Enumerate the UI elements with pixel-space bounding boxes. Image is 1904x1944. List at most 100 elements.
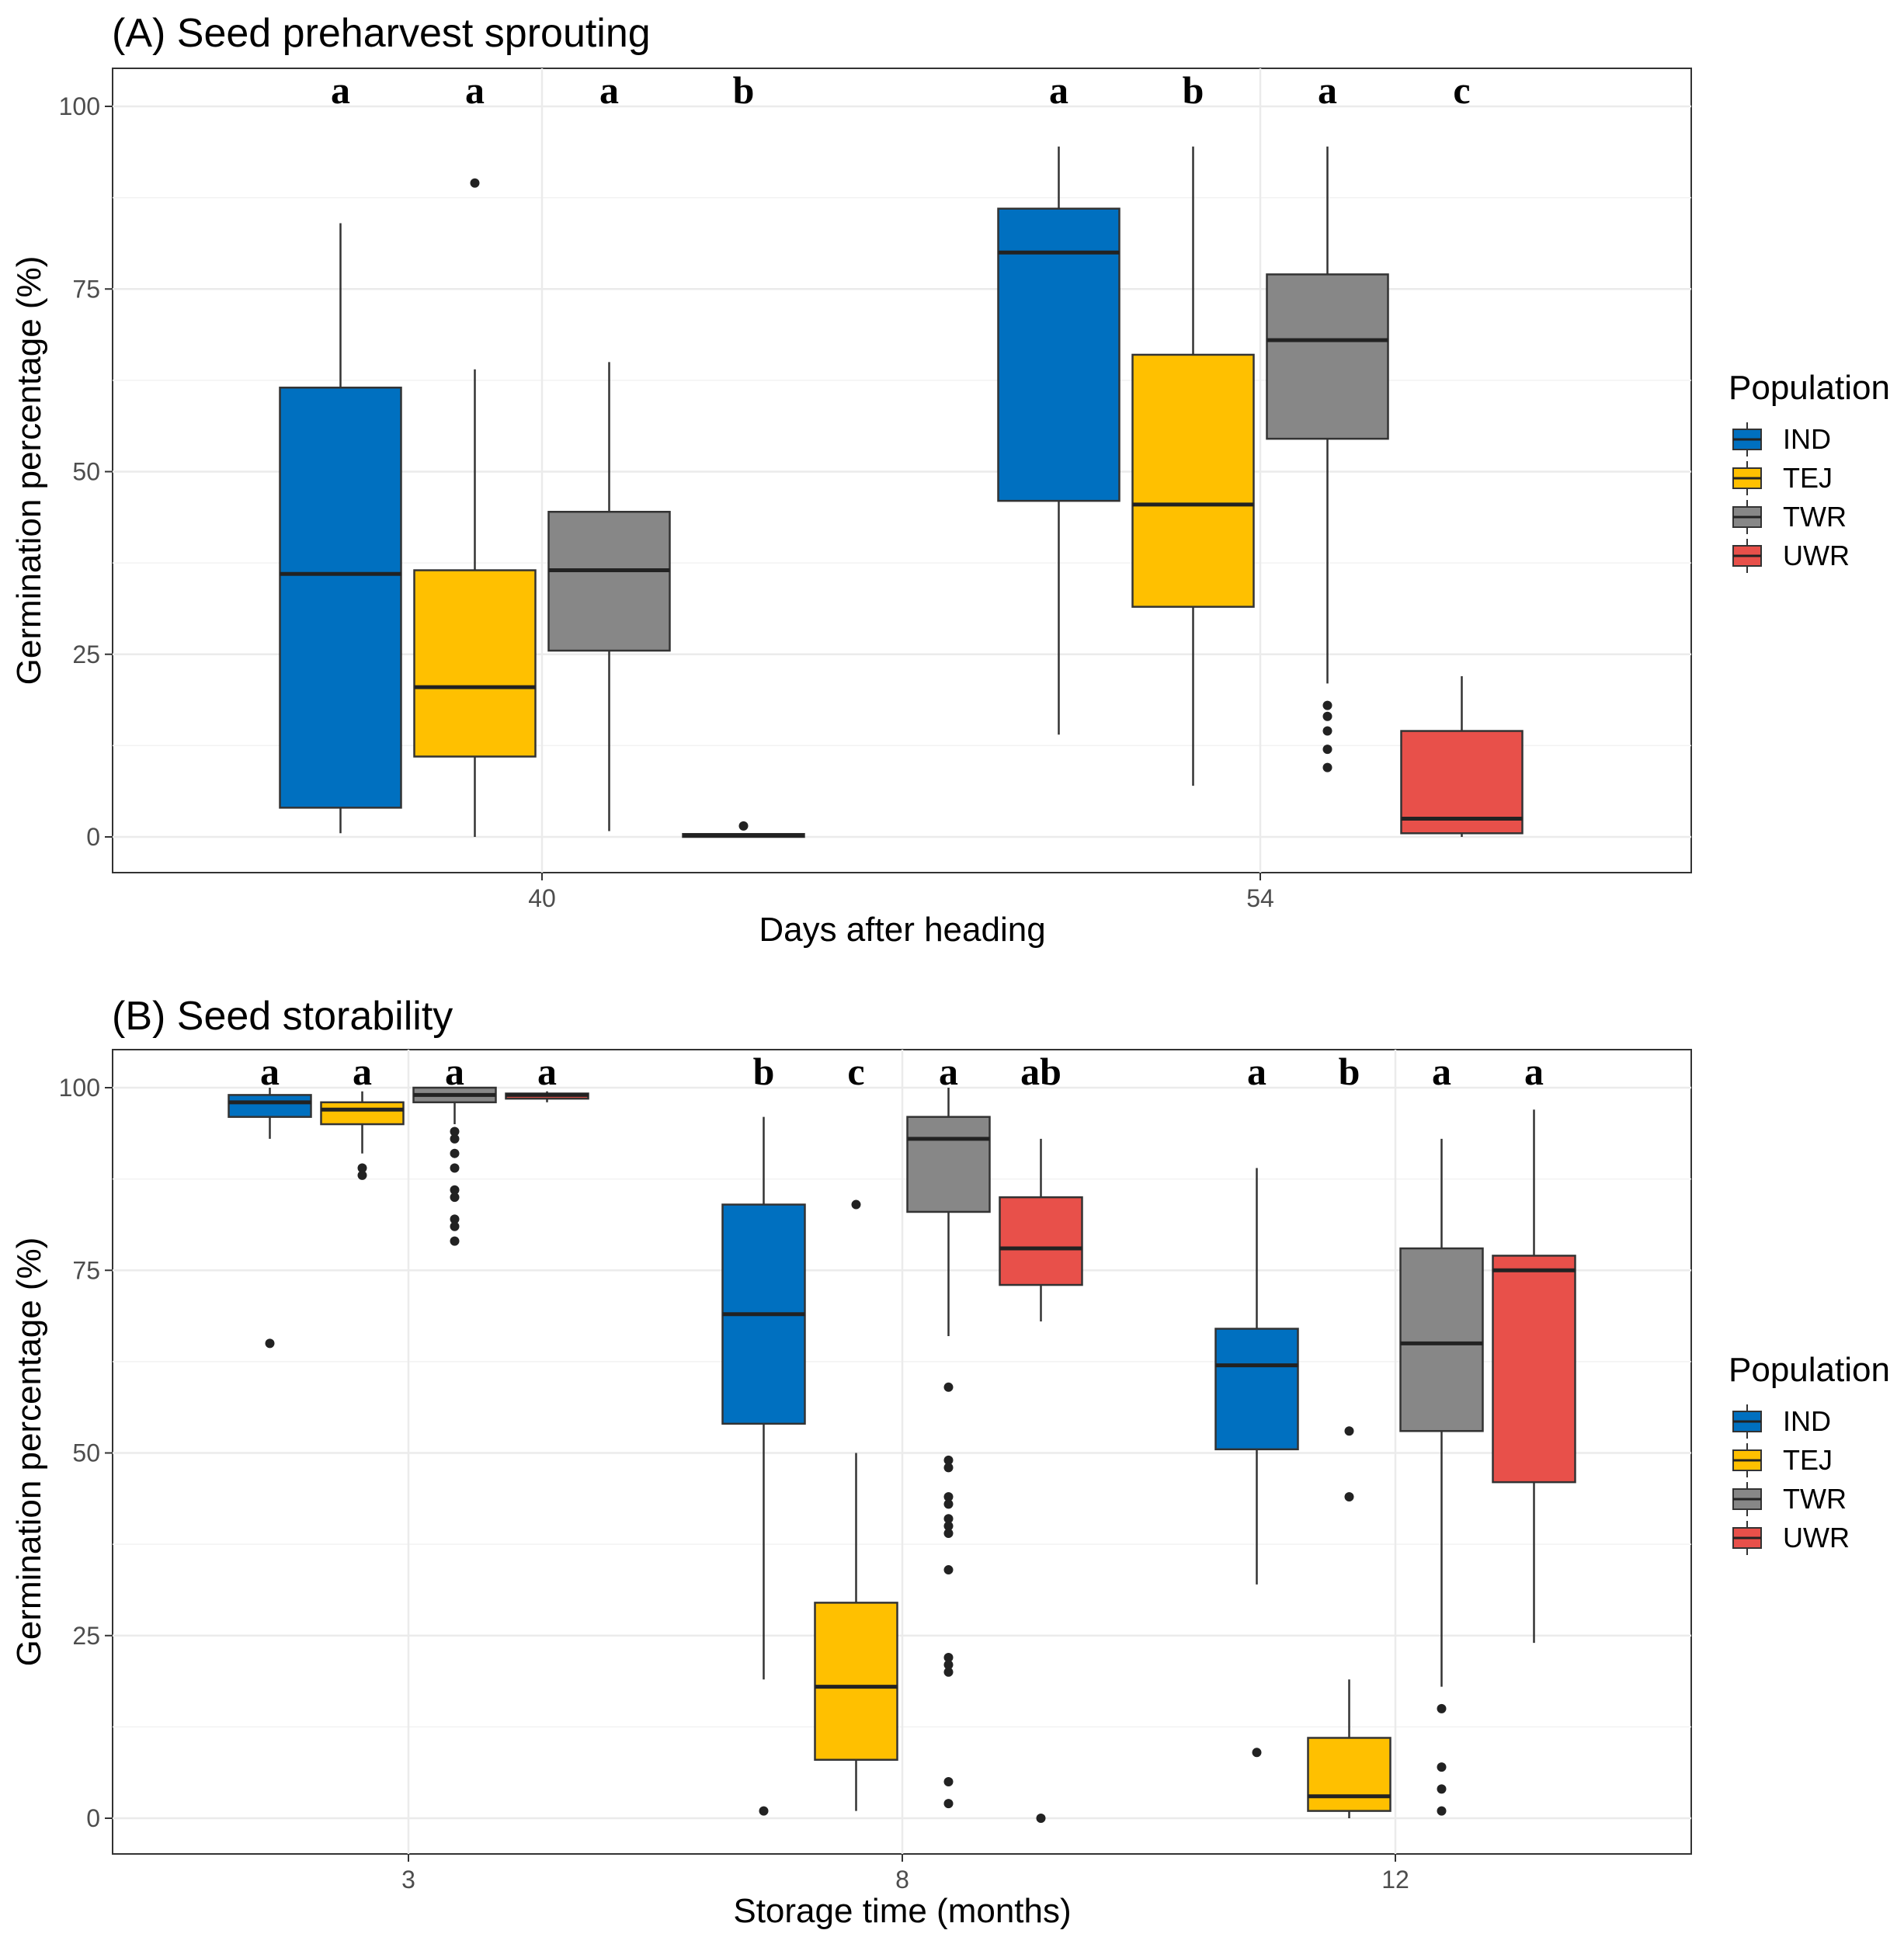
panel-a-title: (A) Seed preharvest sprouting [112, 11, 651, 56]
box-a-54-IND [997, 146, 1121, 735]
outlier-point [738, 821, 749, 831]
outlier-point [1322, 745, 1332, 755]
outlier-point [1252, 1748, 1262, 1758]
outlier-point [943, 1521, 954, 1531]
box-body [1307, 1737, 1392, 1812]
significance-letter: a [331, 68, 350, 112]
outlier-point [1322, 762, 1332, 772]
outlier-point [1437, 1806, 1447, 1816]
outlier-point [265, 1338, 275, 1349]
legend-b: Population IND TEJ TWR UWR [1729, 1351, 1890, 1555]
box-b-8-TWR [906, 1088, 991, 1809]
outlier-point [1322, 700, 1332, 710]
outlier-point [851, 1199, 861, 1210]
box-b-3-UWR [505, 1091, 589, 1102]
significance-letter: a [1247, 1050, 1266, 1093]
legend-item-twr: TWR [1732, 500, 1847, 534]
box-body [1399, 1247, 1484, 1432]
outlier-point [943, 1565, 954, 1575]
outlier-point [943, 1776, 954, 1786]
panel-b-x-title: Storage time (months) [733, 1892, 1071, 1930]
outlier-point [943, 1491, 954, 1501]
significance-letter: a [445, 1050, 464, 1093]
panel-b-title: (B) Seed storability [112, 994, 453, 1039]
outlier-point [943, 1455, 954, 1465]
box-body [999, 1196, 1083, 1286]
box-body [547, 511, 671, 652]
box-body [906, 1116, 991, 1213]
legend-label: TEJ [1783, 1444, 1833, 1476]
outlier-point [943, 1799, 954, 1809]
panel-a-x-title: Days after heading [759, 911, 1045, 949]
outlier-point [450, 1214, 460, 1224]
panel-b-y-tick-label: 25 [72, 1622, 100, 1650]
panel-b-y-title: Germination percentage (%) [10, 1238, 48, 1667]
significance-letter: a [1524, 1050, 1544, 1093]
panel-a-y-tick-label: 50 [72, 458, 100, 486]
outlier-point [450, 1221, 460, 1231]
panel-b: (B) Seed storability a a a a b c a ab a b a a 02550… [10, 994, 1692, 1930]
outlier-point [450, 1163, 460, 1173]
legend-item-uwr: UWR [1732, 539, 1850, 573]
panel-b-y-tick-label: 75 [72, 1256, 100, 1284]
outlier-point [943, 1529, 954, 1539]
panel-b-y-axis: 0 25 50 75 100 [59, 1074, 113, 1832]
legend-a-title: Population [1729, 369, 1890, 407]
box-body [1400, 730, 1524, 835]
outlier-point [1344, 1491, 1354, 1501]
box-a-54-UWR [1400, 675, 1524, 837]
panel-a-x-tick-label: 40 [528, 884, 556, 912]
panel-b-y-tick-label: 100 [59, 1074, 100, 1102]
significance-letter: b [1339, 1050, 1360, 1093]
outlier-point [450, 1185, 460, 1195]
outlier-point [943, 1382, 954, 1392]
box-b-3-IND [228, 1088, 312, 1349]
legend-b-title: Population [1729, 1351, 1890, 1389]
outlier-point [450, 1133, 460, 1144]
panel-a-y-tick-label: 75 [72, 275, 100, 303]
box-a-40-TWR [547, 362, 671, 831]
outlier-point [943, 1652, 954, 1662]
panel-b-x-tick-label: 8 [895, 1866, 909, 1894]
outlier-point [943, 1514, 954, 1524]
legend-label: UWR [1783, 1522, 1850, 1553]
outlier-point [1437, 1784, 1447, 1794]
box-a-54-TEJ [1131, 146, 1255, 786]
panel-b-x-axis: 3 8 12 [401, 1854, 1409, 1894]
outlier-point [357, 1170, 367, 1180]
box-a-40-IND [279, 223, 402, 834]
box-b-3-TWR [412, 1086, 497, 1246]
panel-b-x-tick-label: 3 [401, 1866, 415, 1894]
box-a-40-TEJ [413, 178, 537, 837]
legend-label: IND [1783, 1405, 1831, 1437]
significance-letter: a [1318, 68, 1337, 112]
box-body [1492, 1255, 1576, 1484]
panel-a-y-tick-label: 25 [72, 640, 100, 668]
outlier-point [943, 1660, 954, 1670]
outlier-point [450, 1236, 460, 1246]
box-body [997, 207, 1121, 502]
legend-label: IND [1783, 423, 1831, 455]
outlier-point [943, 1499, 954, 1509]
significance-letter: b [1183, 68, 1204, 112]
outlier-point [450, 1192, 460, 1203]
significance-letter: ab [1020, 1050, 1061, 1093]
outlier-point [1036, 1814, 1046, 1823]
panel-b-y-tick-label: 0 [86, 1804, 100, 1832]
box-body [814, 1602, 898, 1761]
legend-a: Population IND TEJ TWR UWR [1729, 369, 1890, 573]
significance-letter: a [353, 1050, 372, 1093]
outlier-point [943, 1667, 954, 1677]
box-b-3-TEJ [320, 1091, 405, 1180]
outlier-point [470, 178, 480, 188]
significance-letter: a [260, 1050, 280, 1093]
significance-letter: a [1432, 1050, 1451, 1093]
legend-label: TWR [1783, 501, 1847, 533]
outlier-point [450, 1126, 460, 1137]
box-a-54-TWR [1266, 146, 1389, 772]
box-b-12-TEJ [1307, 1426, 1392, 1818]
legend-item-ind: IND [1732, 1404, 1831, 1439]
significance-letter: a [939, 1050, 958, 1093]
